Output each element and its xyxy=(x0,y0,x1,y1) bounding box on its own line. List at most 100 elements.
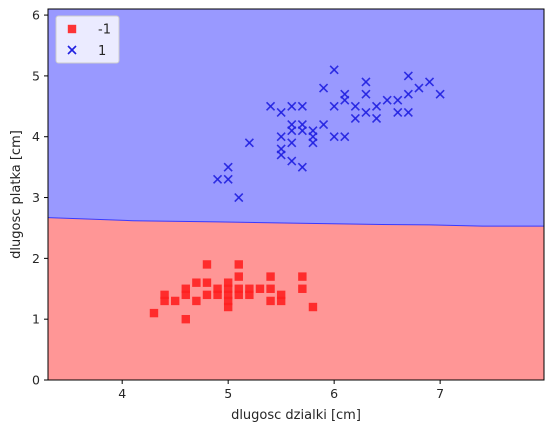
point-class-1 xyxy=(308,126,318,136)
point-class-1 xyxy=(414,83,424,93)
x-tick-label: 6 xyxy=(330,386,338,401)
point-class-neg1 xyxy=(202,260,212,269)
point-class-1 xyxy=(265,101,276,111)
y-tick-label: 5 xyxy=(32,68,40,83)
plot-frame xyxy=(47,8,545,381)
point-class-1 xyxy=(297,101,307,111)
y-tick-label: 4 xyxy=(32,129,40,144)
legend-marker-square xyxy=(67,24,77,34)
point-class-1 xyxy=(276,132,286,142)
y-axis-ticks: 0 1 2 3 4 5 6 xyxy=(32,8,48,388)
point-class-neg1 xyxy=(234,290,243,300)
y-tick-label: 2 xyxy=(32,251,40,266)
point-class-1 xyxy=(350,101,360,111)
point-class-1 xyxy=(287,119,297,130)
point-class-1 xyxy=(403,89,413,99)
point-class-neg1 xyxy=(255,284,265,293)
plot-area xyxy=(47,9,544,380)
point-class-1 xyxy=(297,119,307,130)
point-class-1 xyxy=(435,89,445,99)
legend-marker-x xyxy=(67,45,77,55)
decision-region-class-neg1 xyxy=(48,217,544,380)
point-class-1 xyxy=(371,101,382,111)
legend: -1 1 xyxy=(55,15,120,64)
data-markers xyxy=(149,65,445,324)
point-class-1 xyxy=(393,107,403,117)
point-class-1 xyxy=(350,113,360,124)
point-class-neg1 xyxy=(266,284,275,293)
point-class-neg1 xyxy=(266,272,275,281)
point-class-neg1 xyxy=(266,296,275,306)
point-class-neg1 xyxy=(223,302,233,312)
point-class-neg1 xyxy=(308,302,318,312)
point-class-1 xyxy=(361,89,371,99)
point-class-neg1 xyxy=(181,284,190,293)
point-class-1 xyxy=(403,71,413,81)
point-class-neg1 xyxy=(223,284,233,293)
point-class-1 xyxy=(287,101,297,111)
x-axis-label: dlugosc dzialki [cm] xyxy=(231,408,361,423)
point-class-neg1 xyxy=(298,284,307,293)
point-class-1 xyxy=(244,138,254,148)
point-class-1 xyxy=(329,65,339,75)
point-class-1 xyxy=(318,83,329,93)
point-class-1 xyxy=(223,174,233,184)
point-class-neg1 xyxy=(223,290,233,300)
point-class-neg1 xyxy=(213,284,222,293)
point-class-neg1 xyxy=(245,284,254,293)
point-class-1 xyxy=(340,132,350,142)
point-class-neg1 xyxy=(192,278,201,287)
point-class-1 xyxy=(287,156,297,166)
point-class-1 xyxy=(393,95,403,105)
point-class-1 xyxy=(276,107,286,117)
point-class-1 xyxy=(213,174,223,184)
y-tick-label: 0 xyxy=(32,373,40,388)
point-class-1 xyxy=(234,192,244,203)
point-class-neg1 xyxy=(192,296,201,306)
legend-label-1: 1 xyxy=(98,44,106,59)
point-class-1 xyxy=(287,138,297,148)
point-class-neg1 xyxy=(160,290,169,300)
point-class-neg1 xyxy=(170,296,180,306)
point-class-neg1 xyxy=(213,290,222,300)
point-class-1 xyxy=(361,77,371,87)
point-class-neg1 xyxy=(298,272,307,281)
point-class-neg1 xyxy=(223,278,233,287)
point-class-neg1 xyxy=(202,290,212,300)
x-tick-label: 5 xyxy=(224,386,232,401)
x-tick-label: 4 xyxy=(118,386,126,401)
x-axis-ticks: 4 5 6 7 xyxy=(118,380,444,401)
legend-label-neg1: -1 xyxy=(98,23,111,38)
point-class-neg1 xyxy=(245,290,254,300)
point-class-1 xyxy=(223,162,233,172)
point-class-neg1 xyxy=(181,314,190,324)
decision-boundary-line xyxy=(47,217,544,227)
y-tick-label: 6 xyxy=(32,8,40,23)
x-tick-label: 7 xyxy=(436,386,444,401)
point-class-1 xyxy=(340,89,350,99)
point-class-1 xyxy=(382,95,392,105)
point-class-1 xyxy=(403,107,413,117)
point-class-neg1 xyxy=(149,308,159,318)
point-class-neg1 xyxy=(234,260,243,269)
point-class-1 xyxy=(276,144,286,154)
point-class-1 xyxy=(297,162,307,172)
point-class-neg1 xyxy=(181,290,190,300)
y-tick-label: 1 xyxy=(32,312,40,327)
point-class-neg1 xyxy=(234,284,243,293)
point-class-neg1 xyxy=(160,296,169,306)
point-class-1 xyxy=(361,107,371,117)
point-class-neg1 xyxy=(202,278,212,287)
point-class-1 xyxy=(329,132,339,142)
point-class-1 xyxy=(329,101,339,111)
y-tick-label: 3 xyxy=(32,190,40,205)
point-class-neg1 xyxy=(223,296,233,306)
decision-region-class-1 xyxy=(48,9,544,227)
point-class-neg1 xyxy=(276,290,286,300)
point-class-neg1 xyxy=(234,272,243,281)
point-class-1 xyxy=(318,119,329,130)
y-axis-label: dlugosc platka [cm] xyxy=(9,130,24,259)
point-class-neg1 xyxy=(276,296,286,306)
point-class-1 xyxy=(371,113,382,124)
